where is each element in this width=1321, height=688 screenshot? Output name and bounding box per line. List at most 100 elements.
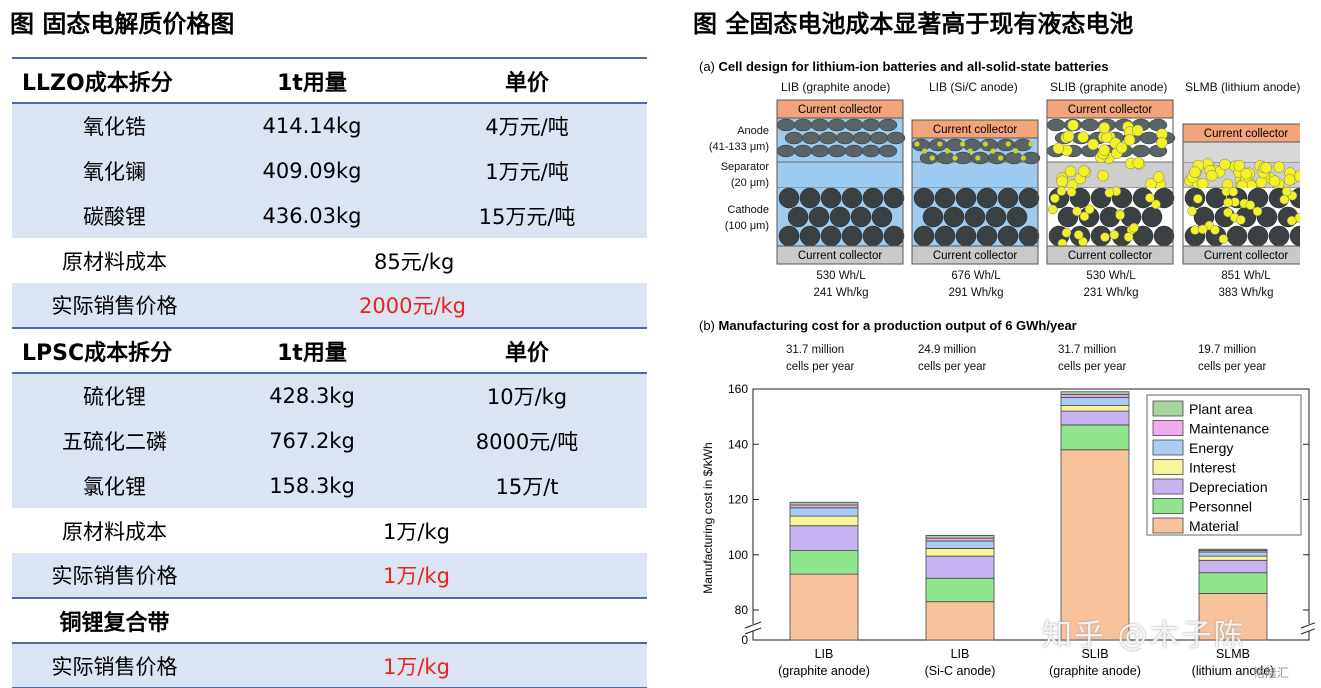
sale-price-label: 实际销售价格 — [12, 553, 217, 598]
cathode-particle — [997, 187, 1019, 209]
raw-cost-value: 85元/kg — [374, 249, 455, 274]
electrolyte-particle — [1064, 165, 1077, 178]
electrolyte-particle — [1279, 194, 1290, 205]
material-price: 10万/kg — [407, 373, 647, 418]
bar-segment — [1198, 572, 1268, 594]
bar-segment — [1198, 551, 1268, 557]
cathode-particle — [1268, 225, 1290, 247]
design-label: LIB (Si/C anode) — [929, 80, 1018, 94]
gravimetric-energy: 241 Wh/kg — [813, 287, 869, 299]
bar-segment — [1198, 555, 1268, 561]
y-tick-label: 100 — [728, 548, 748, 562]
cells-per-year-note: 31.7 million cells per year — [786, 342, 916, 376]
electrolyte-particle — [1219, 158, 1231, 171]
electrolyte-particle — [1104, 188, 1115, 198]
table-row: 氯化锂 158.3kg 15万/t — [12, 463, 647, 508]
cathode-particle — [799, 225, 821, 247]
cells-unit: cells per year — [786, 361, 855, 373]
energy-density: 851 Wh/L 383 Wh/kg — [1176, 268, 1316, 302]
cathode-particle — [955, 225, 977, 247]
left-title: 图 固态电解质价格图 — [10, 10, 235, 38]
volumetric-energy: 530 Wh/L — [1086, 270, 1136, 282]
anode-particle — [979, 138, 999, 152]
silicon-particle — [1028, 141, 1034, 147]
cells-count: 19.7 million — [1198, 344, 1257, 356]
material-price: 1万元/吨 — [407, 148, 647, 193]
axis-break-mark — [744, 621, 762, 629]
y-tick-label: 160 — [728, 382, 748, 396]
cathode-particle — [841, 187, 863, 209]
energy-density: 676 Wh/L 291 Wh/kg — [906, 268, 1046, 302]
manufacturing-cost-chart: 0 80 100 120 140 160 Manufacturing cost in $/k… — [701, 382, 1315, 678]
cathode-particle — [883, 225, 905, 247]
electrolyte-particle — [1273, 161, 1285, 173]
cells-count: 31.7 million — [786, 344, 845, 356]
table-row: 实际销售价格 1万/kg — [12, 553, 647, 598]
sale-price-value: 1万/kg — [217, 643, 647, 688]
bar-segment — [925, 537, 995, 542]
cathode-particle — [1006, 206, 1028, 228]
table-row: 氧化镧 409.09kg 1万元/吨 — [12, 148, 647, 193]
electrolyte-particle — [1087, 138, 1099, 151]
electrolyte-particle — [1281, 186, 1292, 197]
header-cell: 铜锂复合带 — [12, 598, 217, 643]
cells-per-year-note: 31.7 million cells per year — [1058, 342, 1188, 376]
panel-a-label: (a) — [699, 59, 715, 74]
silicon-particle — [944, 148, 950, 154]
cathode-particle — [976, 187, 998, 209]
gravimetric-energy: 291 Wh/kg — [948, 287, 1004, 299]
silicon-particle — [975, 155, 981, 161]
legend-swatch — [1152, 498, 1184, 514]
bar-segment — [789, 573, 859, 641]
material-qty: 158.3kg — [217, 463, 407, 508]
x-tick-label: SLIB — [1081, 647, 1108, 661]
anode-particle — [810, 144, 830, 158]
electrolyte-particle — [1236, 215, 1246, 225]
anode-particle — [886, 131, 906, 145]
separator-label: Separator (20 μm) — [695, 159, 769, 191]
table-row: 碳酸锂 436.03kg 15万元/吨 — [12, 193, 647, 238]
design-label: LIB (graphite anode) — [781, 80, 891, 94]
table-row: 原材料成本 85元/kg — [12, 238, 647, 283]
silicon-particle — [952, 155, 958, 161]
cells-per-year-note: 24.9 million cells per year — [918, 342, 1048, 376]
bar-segment — [789, 501, 859, 506]
x-tick-label: LIB — [951, 647, 970, 661]
electrolyte-particle — [1048, 204, 1058, 215]
electrolyte-particle — [1210, 225, 1220, 235]
current-collector-top — [1182, 123, 1300, 143]
electrolyte-particle — [1100, 232, 1110, 242]
cathode-particle — [1247, 225, 1269, 247]
current-collector-label: Current collector — [1204, 250, 1289, 262]
anode-particle — [818, 131, 838, 145]
legend-label: Maintenance — [1189, 421, 1269, 437]
electrolyte-particle — [1260, 161, 1272, 174]
cathode-particle — [862, 187, 884, 209]
bar-segment — [925, 540, 995, 549]
legend-label: Interest — [1189, 460, 1236, 476]
header-cell: 单价 — [407, 58, 647, 103]
electrolyte-particle — [1056, 186, 1067, 196]
silicon-particle — [967, 148, 973, 154]
anode-particle — [844, 144, 864, 158]
anode-particle — [844, 118, 864, 132]
material-price: 8000元/吨 — [407, 418, 647, 463]
material-name: 氧化镧 — [12, 148, 217, 193]
electrolyte-particle — [1156, 137, 1168, 149]
axis-break-gap — [1301, 624, 1315, 631]
anode-particle — [936, 151, 956, 165]
anode-particle — [869, 131, 889, 145]
cathode-particle — [799, 187, 821, 209]
legend-label: Energy — [1189, 440, 1233, 456]
table-header-row: LLZO成本拆分 1t用量 单价 — [12, 58, 647, 103]
separator-layer — [911, 161, 1039, 189]
current-collector-label: Current collector — [1068, 250, 1153, 262]
current-collector-label: Current collector — [1204, 128, 1289, 140]
current-collector-bottom — [911, 245, 1039, 265]
legend-label: Personnel — [1189, 499, 1252, 515]
cells-unit: cells per year — [1058, 361, 1127, 373]
volumetric-energy: 530 Wh/L — [816, 270, 866, 282]
anode-label: Anode (41-133 μm) — [695, 123, 769, 155]
cathode-particle — [1018, 225, 1040, 247]
cathode-particle — [829, 206, 851, 228]
